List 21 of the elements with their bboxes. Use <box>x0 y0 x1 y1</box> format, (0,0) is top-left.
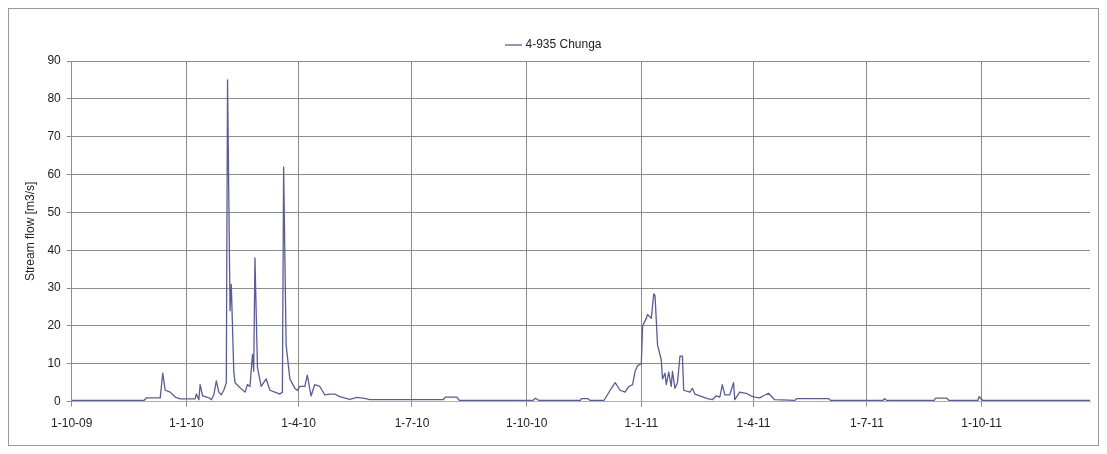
x-tick-label: 1-4-10 <box>281 416 317 431</box>
y-tick-label: 10 <box>47 356 62 371</box>
y-tick-label: 80 <box>47 91 62 106</box>
y-tick-label: 30 <box>47 280 62 295</box>
x-tick-label: 1-1-11 <box>624 416 659 431</box>
y-axis-title: Stream flow [m3/s] <box>22 181 37 281</box>
x-tick-label: 1-10-09 <box>51 416 93 431</box>
x-tick-label: 1-4-11 <box>736 416 771 431</box>
x-tick-label: 1-1-10 <box>169 416 205 431</box>
x-tick-label: 1-10-11 <box>961 416 1003 431</box>
y-tick-label: 0 <box>54 393 62 408</box>
y-tick-label: 90 <box>47 53 62 68</box>
y-tick-label: 70 <box>47 129 62 143</box>
y-tick-label: 60 <box>47 166 62 181</box>
x-tick-label: 1-10-10 <box>505 416 548 431</box>
x-tick-label: 1-7-10 <box>394 416 430 431</box>
x-tick-label: 1-7-11 <box>850 416 885 431</box>
y-tick-label: 40 <box>47 242 62 257</box>
y-tick-label: 50 <box>47 204 62 219</box>
y-tick-label: 20 <box>47 318 62 333</box>
legend-label: 4-935 Chunga <box>525 37 602 52</box>
